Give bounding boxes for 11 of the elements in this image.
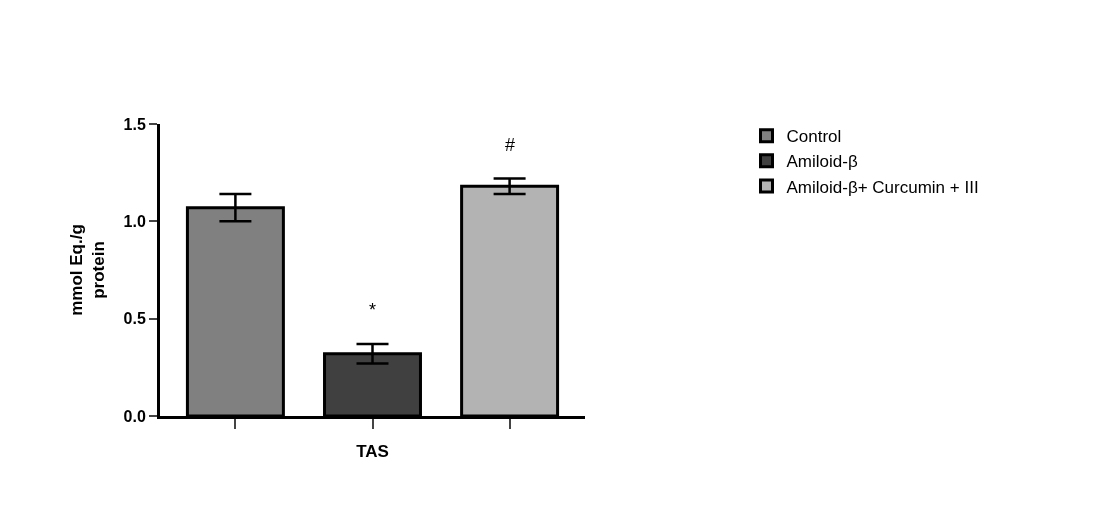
x-axis-title: TAS	[356, 442, 389, 462]
y-tick-label: 1.5	[123, 115, 146, 133]
legend-label: Amiloid-β+ Curcumin + III	[786, 177, 979, 197]
legend-label: Amiloid-β	[786, 152, 858, 172]
data-label: *	[369, 300, 377, 320]
y-axis-title: mmol Eq./g protein	[67, 224, 109, 316]
y-tick-label: 0.5	[123, 310, 146, 328]
y-tick-label: 0.0	[123, 407, 146, 425]
y-tick-label: 1.0	[123, 212, 146, 230]
data-label: #	[505, 135, 516, 155]
legend-label: Control	[786, 127, 842, 147]
